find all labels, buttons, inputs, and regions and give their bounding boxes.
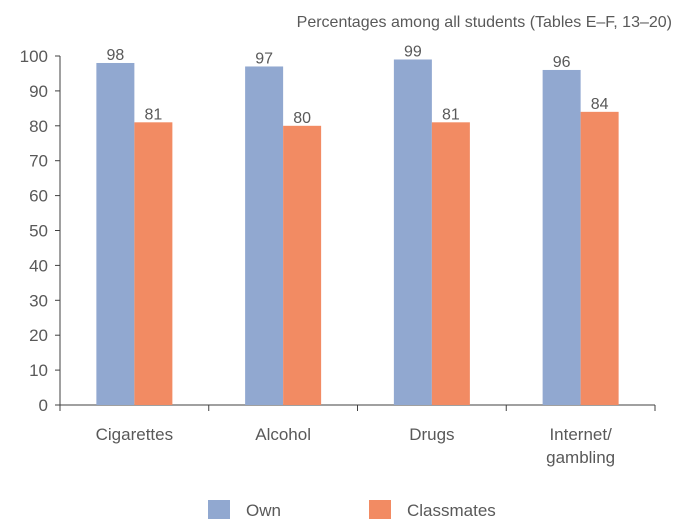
y-tick-label: 50 bbox=[29, 222, 48, 241]
bar-classmates bbox=[134, 122, 173, 405]
legend-swatch-classmates bbox=[369, 500, 391, 519]
data-label: 84 bbox=[591, 96, 609, 113]
bar-classmates bbox=[431, 122, 470, 405]
bar-own bbox=[393, 59, 432, 406]
y-tick-label: 100 bbox=[20, 47, 48, 66]
data-label: 81 bbox=[442, 106, 460, 123]
legend-swatch-own bbox=[208, 500, 230, 519]
legend-label: Classmates bbox=[407, 501, 496, 520]
x-tick-label: Alcohol bbox=[255, 425, 311, 444]
y-tick-label: 70 bbox=[29, 152, 48, 171]
axes: 0 10 20 30 40 50 60 70 80 90 100 Cigarettes Alcohol D… bbox=[20, 47, 656, 467]
y-tick-label: 90 bbox=[29, 82, 48, 101]
data-label: 98 bbox=[106, 47, 124, 64]
legend: Own Classmates bbox=[208, 500, 496, 520]
data-label: 97 bbox=[255, 50, 273, 67]
y-tick-label: 40 bbox=[29, 256, 48, 275]
data-label: 81 bbox=[144, 106, 162, 123]
x-tick-label: Internet/ bbox=[549, 425, 612, 444]
y-tick-label: 20 bbox=[29, 326, 48, 345]
bar-own bbox=[96, 62, 135, 405]
y-tick-label: 80 bbox=[29, 117, 48, 136]
data-label: 96 bbox=[553, 54, 571, 71]
y-tick-label: 10 bbox=[29, 361, 48, 380]
chart-subtitle: Percentages among all students (Tables E… bbox=[297, 14, 672, 31]
bars bbox=[96, 59, 619, 406]
data-label: 99 bbox=[404, 43, 422, 60]
y-tick-label: 60 bbox=[29, 187, 48, 206]
legend-label: Own bbox=[246, 501, 281, 520]
bar-classmates bbox=[283, 125, 322, 406]
x-tick-label: Cigarettes bbox=[96, 425, 173, 444]
y-tick-label: 30 bbox=[29, 291, 48, 310]
bar-own bbox=[542, 69, 581, 406]
x-tick-label: Drugs bbox=[409, 425, 454, 444]
data-labels: 98 81 97 80 99 81 96 84 bbox=[106, 43, 608, 126]
y-tick-label: 0 bbox=[39, 396, 48, 415]
x-tick-label: gambling bbox=[546, 448, 615, 467]
bar-classmates bbox=[580, 111, 619, 405]
bar-own bbox=[245, 66, 284, 405]
data-label: 80 bbox=[293, 110, 311, 127]
